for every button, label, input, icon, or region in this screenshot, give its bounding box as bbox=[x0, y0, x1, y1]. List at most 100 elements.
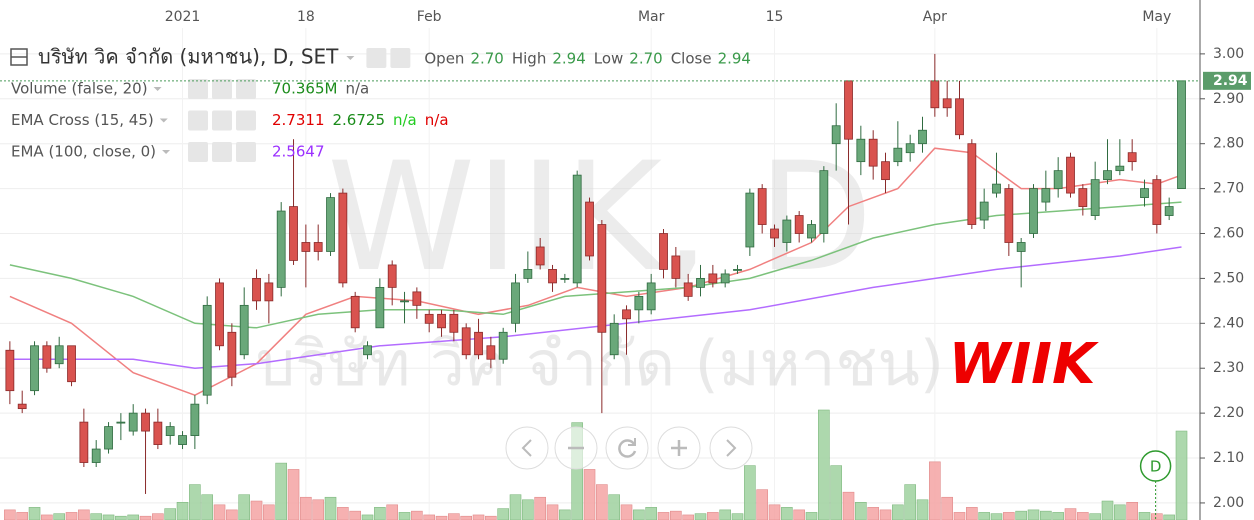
indicator-button[interactable] bbox=[236, 142, 256, 162]
volume-bar bbox=[189, 484, 201, 520]
logo: WIIK bbox=[949, 332, 1099, 397]
x-tick-label: 18 bbox=[297, 9, 315, 25]
candle-body bbox=[338, 192, 348, 284]
volume-bar bbox=[65, 512, 78, 520]
candle-body bbox=[17, 403, 27, 410]
volume-bar bbox=[1064, 508, 1077, 520]
candle-body bbox=[720, 273, 730, 284]
volume-bar bbox=[657, 512, 670, 520]
volume-bar bbox=[707, 512, 719, 520]
indicator-button[interactable] bbox=[236, 110, 256, 131]
volume-bar bbox=[904, 484, 916, 520]
volume-bar bbox=[361, 514, 374, 520]
volume-bar bbox=[842, 491, 855, 520]
dropdown-caret[interactable] bbox=[159, 118, 168, 123]
indicator-value: 2.6725 bbox=[333, 111, 386, 129]
event-marker[interactable] bbox=[1139, 450, 1172, 482]
zoom-in[interactable] bbox=[657, 426, 701, 470]
volume-bar bbox=[287, 469, 300, 520]
dropdown-caret[interactable] bbox=[153, 87, 162, 91]
candle-body bbox=[350, 295, 360, 329]
y-axis: 2.00 2.10 2.20 2.30 2.40 2.50 2.60 2.70 2.80 2.90… bbox=[1200, 46, 1244, 511]
volume-bar bbox=[1027, 509, 1040, 520]
candle-body bbox=[128, 412, 138, 432]
candle-body bbox=[387, 264, 397, 288]
volume-bar bbox=[28, 507, 41, 520]
candle-body bbox=[770, 228, 779, 239]
ohlc-value: 2.70 bbox=[629, 50, 662, 68]
price-tag-label: 2.94 bbox=[1213, 73, 1248, 89]
indicator-button[interactable] bbox=[212, 142, 232, 162]
header-button[interactable] bbox=[390, 48, 411, 68]
candle-body bbox=[671, 255, 681, 279]
volume-bar bbox=[337, 507, 349, 520]
candle-body bbox=[560, 278, 570, 280]
y-tick-label: 2.50 bbox=[1213, 270, 1244, 286]
volume-bar bbox=[867, 507, 879, 520]
candle-body bbox=[622, 309, 631, 320]
volume-bar bbox=[744, 465, 756, 520]
indicator-button[interactable] bbox=[212, 79, 232, 99]
indicator-value: n/a bbox=[425, 111, 449, 129]
volume-bar bbox=[213, 504, 226, 520]
candle-body bbox=[893, 147, 903, 163]
candle-body bbox=[1078, 188, 1088, 207]
volume-bar bbox=[435, 515, 448, 520]
x-tick-label: Feb bbox=[417, 9, 442, 25]
candle-body bbox=[141, 412, 150, 432]
candle-body bbox=[992, 183, 1001, 194]
volume-bar bbox=[263, 504, 275, 520]
indicator-button[interactable] bbox=[188, 110, 208, 131]
volume-bar bbox=[250, 500, 263, 520]
scroll-left[interactable] bbox=[505, 426, 549, 470]
candle-body bbox=[696, 278, 705, 288]
volume-bar bbox=[916, 499, 929, 520]
scroll-right[interactable] bbox=[709, 426, 753, 470]
candle-body bbox=[474, 331, 483, 356]
candle-body bbox=[1140, 188, 1149, 198]
reset[interactable] bbox=[605, 426, 649, 470]
indicator-button[interactable] bbox=[188, 142, 208, 162]
candle-body bbox=[54, 345, 64, 365]
volume-bar bbox=[472, 514, 485, 520]
volume-bar bbox=[152, 513, 164, 520]
zoom-out[interactable] bbox=[554, 426, 598, 470]
ema-line bbox=[9, 147, 1182, 397]
indicator-value: n/a bbox=[393, 111, 417, 129]
volume-bar bbox=[953, 512, 966, 520]
volume-bar bbox=[620, 504, 633, 520]
candle-body bbox=[881, 161, 890, 181]
dropdown-caret[interactable] bbox=[162, 150, 171, 154]
dropdown-caret[interactable] bbox=[346, 56, 355, 60]
volume-bar bbox=[460, 515, 472, 520]
indicator-button[interactable] bbox=[236, 79, 256, 99]
candle-body bbox=[79, 421, 89, 463]
candle-body bbox=[375, 286, 385, 329]
indicator-button[interactable] bbox=[188, 79, 208, 99]
candle-body bbox=[819, 170, 829, 234]
candle-body bbox=[585, 201, 594, 257]
volume-bar bbox=[830, 465, 842, 520]
header-button[interactable] bbox=[366, 48, 387, 68]
y-tick-label: 2.80 bbox=[1213, 136, 1244, 152]
candle-body bbox=[178, 435, 187, 445]
indicator-value: 2.5647 bbox=[272, 143, 325, 161]
candle-body bbox=[326, 197, 335, 252]
ohlc-label: Open bbox=[424, 50, 464, 68]
volume-bar bbox=[978, 512, 990, 520]
volume-bar bbox=[78, 509, 90, 520]
volume-bar bbox=[1126, 501, 1138, 520]
candle-body bbox=[42, 345, 52, 369]
volume-bar bbox=[275, 462, 287, 520]
candle-body bbox=[548, 269, 557, 284]
candle-body bbox=[449, 313, 459, 333]
volume-bar bbox=[53, 513, 65, 520]
candle-body bbox=[276, 210, 286, 288]
candle-body bbox=[1090, 179, 1100, 216]
x-tick-label: May bbox=[1142, 9, 1171, 25]
candle-body bbox=[5, 349, 15, 392]
volume-bar bbox=[16, 512, 28, 520]
candle-body bbox=[745, 192, 755, 248]
candle-body bbox=[227, 331, 237, 378]
indicator-button[interactable] bbox=[212, 110, 232, 131]
